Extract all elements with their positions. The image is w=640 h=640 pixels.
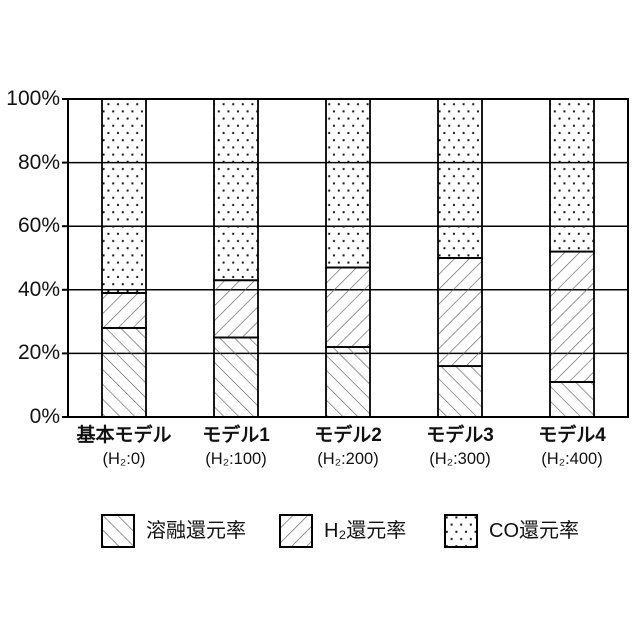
- category-name: モデル1: [202, 425, 270, 446]
- y-tick-label-40: 40%: [17, 278, 60, 301]
- category-sublabel: (H₂:200): [317, 450, 379, 468]
- legend-label: CO還元率: [489, 520, 579, 542]
- legend-label: 溶融還元率: [146, 520, 246, 542]
- bar-segment: [325, 346, 371, 418]
- bar-segment: [549, 381, 595, 418]
- bar-segment: [213, 336, 259, 418]
- category-sublabel: (H₂:0): [102, 450, 146, 468]
- bar-segment: [437, 257, 483, 368]
- bar-segment: [549, 250, 595, 383]
- y-tick-label-100: 100%: [6, 87, 60, 110]
- legend-item-h2: H₂還元率: [279, 514, 406, 548]
- category-label-base: 基本モデル (H₂:0): [64, 424, 184, 470]
- axes: [62, 98, 629, 418]
- bars: [101, 98, 595, 418]
- y-tick-label-0: 0%: [29, 405, 60, 428]
- bar-segment: [325, 98, 371, 269]
- category-label-model4: モデル4 (H₂:400): [512, 424, 632, 470]
- legend-swatch-dots-icon: [444, 514, 478, 548]
- bar-segment: [213, 279, 259, 339]
- bar-segment: [101, 327, 147, 418]
- category-label-model1: モデル1 (H₂:100): [176, 424, 296, 470]
- category-name: 基本モデル: [76, 425, 172, 446]
- legend-item-co: CO還元率: [444, 514, 579, 548]
- y-tick-label-60: 60%: [17, 214, 60, 237]
- category-label-model3: モデル3 (H₂:300): [400, 424, 520, 470]
- bar-segment: [325, 266, 371, 348]
- bar-segment: [101, 98, 147, 294]
- bar-segment: [549, 98, 595, 253]
- category-name: モデル3: [426, 425, 494, 446]
- category-name: モデル4: [538, 425, 606, 446]
- category-name: モデル2: [314, 425, 382, 446]
- legend-item-melt: 溶融還元率: [101, 514, 246, 548]
- category-sublabel: (H₂:300): [429, 450, 491, 468]
- bar-segment: [213, 98, 259, 282]
- category-sublabel: (H₂:400): [541, 450, 603, 468]
- plot-frame: [67, 98, 629, 418]
- bar-segment: [437, 98, 483, 259]
- bar-segment: [101, 292, 147, 329]
- y-tick-label-80: 80%: [17, 151, 60, 174]
- legend-swatch-slash-hatch-icon: [279, 514, 313, 548]
- legend-swatch-backslash-hatch-icon: [101, 514, 135, 548]
- category-label-model2: モデル2 (H₂:200): [288, 424, 408, 470]
- legend-label: H₂還元率: [324, 520, 407, 542]
- category-sublabel: (H₂:100): [205, 450, 267, 468]
- y-tick-label-20: 20%: [17, 341, 60, 364]
- bar-segment: [437, 365, 483, 418]
